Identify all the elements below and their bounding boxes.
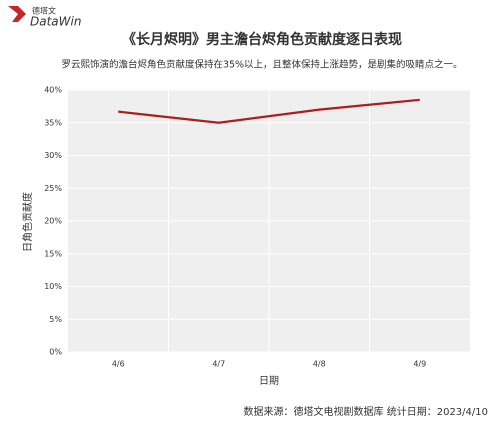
chart-title: 《长月烬明》男主澹台烬角色贡献度逐日表现 <box>122 31 402 48</box>
chart-subtitle: 罗云熙饰演的澹台烬角色贡献度保持在35%以上，且整体保持上涨趋势，是剧集的吸睛点… <box>61 59 462 71</box>
y-tick-label: 35% <box>44 118 62 127</box>
y-tick-label: 0% <box>49 348 62 357</box>
y-tick-label: 20% <box>44 217 62 226</box>
y-tick-label: 40% <box>44 86 62 95</box>
logo-en: DataWin <box>30 15 81 29</box>
logo-icon <box>8 6 26 22</box>
logo: 德塔文 DataWin <box>8 6 81 29</box>
x-tick-label: 4/8 <box>313 360 326 369</box>
plot <box>68 89 470 353</box>
x-tick-label: 4/7 <box>212 360 225 369</box>
x-axis-label: 日期 <box>259 375 279 387</box>
y-tick-label: 15% <box>44 249 62 258</box>
y-axis-label: 日角色贡献度 <box>21 192 34 252</box>
source: 数据来源：德塔文电视剧数据库 统计日期：2023/4/10 <box>244 405 488 418</box>
data-line <box>118 98 420 124</box>
y-tick-label: 25% <box>44 184 62 193</box>
y-tick-label: 30% <box>44 151 62 160</box>
y-tick-label: 5% <box>49 315 62 324</box>
x-tick-label: 4/9 <box>413 360 426 369</box>
logo-cn: 德塔文 <box>32 6 56 16</box>
x-tick-label: 4/6 <box>112 360 125 369</box>
y-tick-label: 10% <box>44 282 62 291</box>
